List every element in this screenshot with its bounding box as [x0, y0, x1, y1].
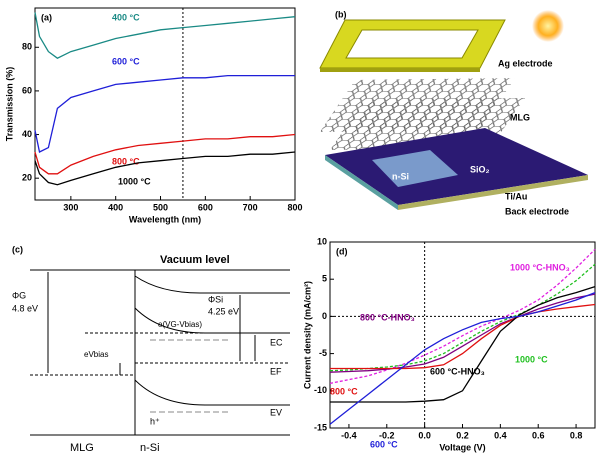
label: 4.8 eV [12, 303, 38, 313]
x-tick-label: 700 [243, 202, 258, 212]
x-tick-label: 300 [63, 202, 78, 212]
x-tick-label: 0.8 [570, 430, 583, 440]
sio2-layer [325, 128, 588, 205]
series-label: 600 °C-HNO₃ [430, 366, 485, 376]
data-line [329, 263, 596, 372]
series-label: 1000 °C [515, 354, 548, 364]
band-labels: (c) Vacuum level ΦG 4.8 eV ΦSi 4.25 eV e… [12, 244, 283, 454]
ag-electrode [319, 19, 506, 69]
label: eVbias [84, 350, 108, 359]
band-diagram [30, 269, 290, 436]
y-tick-label: 10 [317, 236, 327, 246]
substrate-side [398, 175, 588, 210]
sun-icon [532, 10, 564, 42]
ev-band [134, 379, 290, 406]
panel-label: (d) [336, 246, 348, 256]
vacuum-bend [134, 275, 290, 294]
x-tick-label: 0.2 [456, 430, 469, 440]
label: EC [270, 337, 283, 347]
data-line [330, 303, 596, 370]
label: n-Si [392, 171, 409, 181]
panel-label: (a) [41, 12, 52, 22]
label: ΦSi [208, 294, 223, 304]
x-tick-label: -0.2 [379, 430, 395, 440]
label: h⁺ [150, 416, 160, 426]
y-axis-label: Current density (mA/cm²) [302, 281, 312, 389]
data-line [34, 151, 296, 186]
label: Ti/Au [505, 191, 527, 201]
series-label: 800 °C-HNO₃ [360, 312, 415, 322]
x-tick-label: 400 [108, 202, 123, 212]
label: Vacuum level [160, 254, 230, 266]
series-label: 800 °C [330, 386, 358, 396]
data-line [329, 293, 596, 373]
x-tick-label: 600 [198, 202, 213, 212]
x-tick-label: 0.6 [532, 430, 545, 440]
series-label: 1000 °C-HNO₃ [510, 262, 570, 272]
data-line [329, 248, 596, 385]
data-line [34, 12, 296, 59]
data-line [34, 74, 295, 153]
label: ΦG [12, 290, 26, 300]
x-axis-label: Voltage (V) [439, 442, 485, 452]
device-diagram: (b) Ag electrode MLG n-Si SiO₂ Ti/Au Bac… [319, 9, 588, 216]
data-line [329, 291, 596, 425]
ag-electrode-side [320, 68, 480, 72]
label: Back electrode [505, 206, 569, 216]
x-tick-label: 0.4 [494, 430, 507, 440]
label: MLG [510, 112, 530, 122]
y-tick-label: 80 [22, 42, 32, 52]
x-tick-label: 800 [287, 202, 302, 212]
label: EF [270, 366, 282, 376]
y-tick-label: -10 [314, 385, 327, 395]
data-line [34, 133, 296, 175]
series-label: 800 °C [112, 156, 140, 166]
y-tick-label: -15 [314, 422, 327, 432]
ec-band [134, 307, 290, 334]
plot-frame [34, 7, 296, 201]
substrate-side [325, 155, 398, 210]
n-si-window [372, 150, 458, 187]
series-label: 600 °C [370, 439, 398, 449]
y-tick-label: 0 [322, 311, 327, 321]
label: n-Si [140, 442, 160, 454]
y-tick-label: 5 [322, 274, 327, 284]
label: EV [270, 407, 282, 417]
panel-label: (c) [12, 244, 23, 254]
panel-label: (b) [335, 9, 347, 19]
label: Ag electrode [498, 58, 553, 68]
x-tick-label: 500 [153, 202, 168, 212]
y-axis-label: Transmission (%) [4, 67, 14, 142]
label: e(VG-Vbias) [158, 320, 202, 329]
y-tick-label: 20 [22, 173, 32, 183]
x-axis-label: Wavelength (nm) [129, 214, 201, 224]
label: MLG [70, 442, 94, 454]
y-tick-label: 60 [22, 85, 32, 95]
y-tick-label: -5 [319, 348, 327, 358]
series-label: 1000 °C [118, 176, 151, 186]
x-tick-label: 0.0 [418, 430, 431, 440]
label: 4.25 eV [208, 306, 239, 316]
label: SiO₂ [470, 164, 490, 174]
y-tick-label: 40 [22, 129, 32, 139]
series-label: 600 °C [112, 56, 140, 66]
data-line [330, 285, 596, 403]
series-label: 400 °C [112, 12, 140, 22]
x-tick-label: -0.4 [341, 430, 357, 440]
